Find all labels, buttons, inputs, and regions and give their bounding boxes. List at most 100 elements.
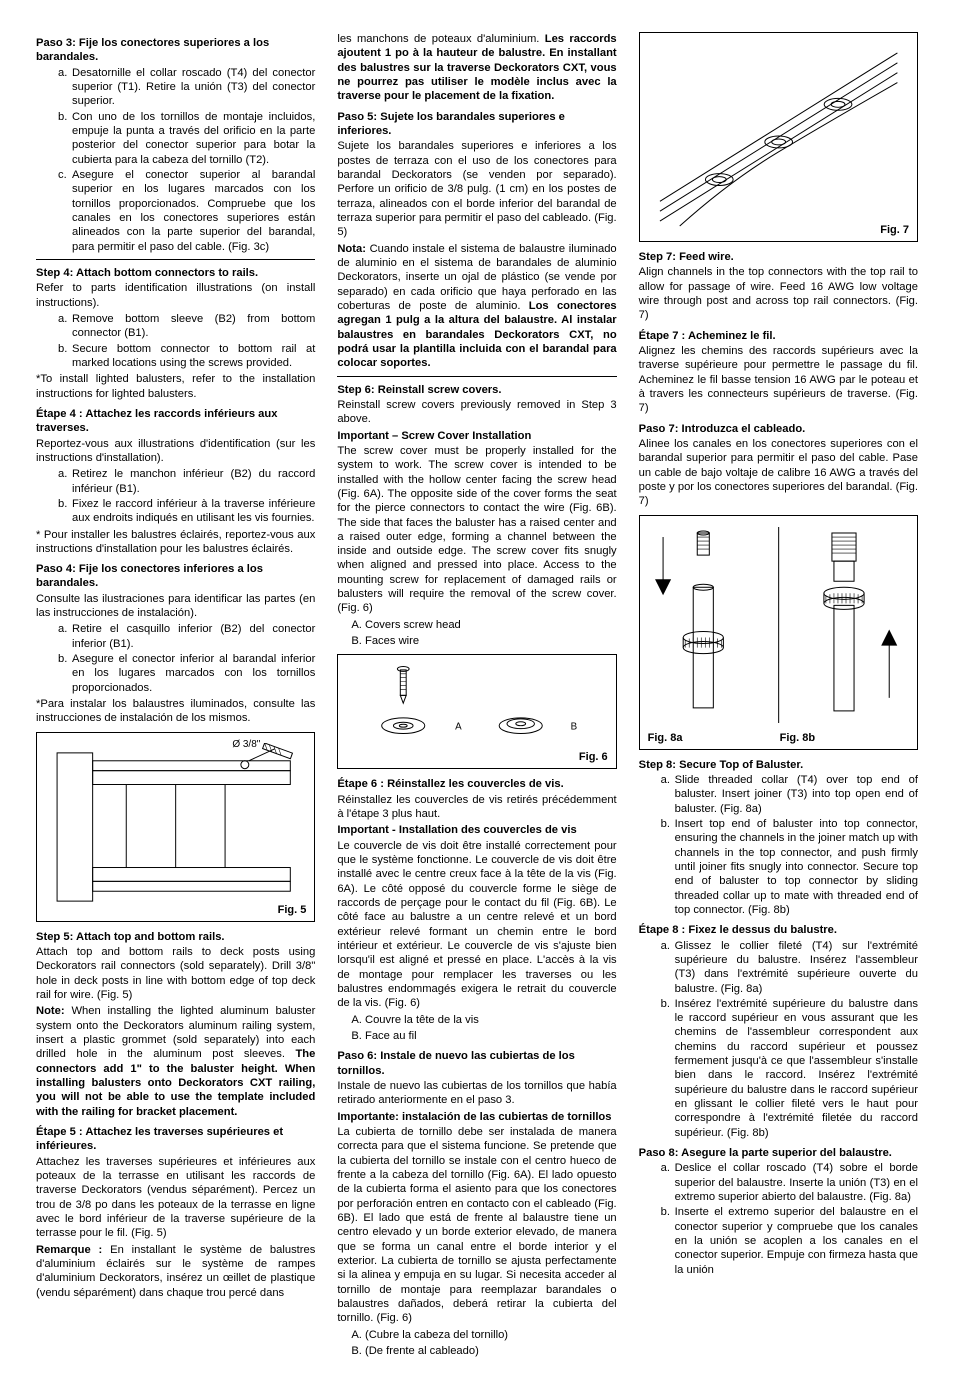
figure-7: Fig. 7 [639,32,918,242]
fig6-svg: A B [348,665,605,758]
paso7-block: Paso 7: Introduzca el cableado. Alinee l… [639,422,918,509]
step6-b: B. Faces wire [337,634,616,648]
paso6-imp-title: Importante: instalación de las cubiertas… [337,1110,616,1124]
step5-note-label: Note: [36,1005,65,1017]
step5-block: Step 5: Attach top and bottom rails. Att… [36,930,315,1119]
paso6-b: B. (De frente al cableado) [337,1344,616,1358]
etape8-a: Glissez le collier fileté (T4) sur l'ext… [675,939,918,996]
etape6-p1: Réinstallez les couvercles de vis retiré… [337,793,616,822]
fig6-caption: Fig. 6 [579,750,608,764]
fig8-svg [648,524,909,741]
etape5-title: Étape 5 : Attachez les traverses supérie… [36,1125,315,1154]
fig8b-caption: Fig. 8b [780,731,815,745]
paso4-foot: *Para instalar los balaustres iluminados… [36,697,315,726]
fig6-A: A [455,722,462,733]
step4-a: Remove bottom sleeve (B2) from bottom co… [72,312,315,341]
paso8-a: Deslice el collar roscado (T4) sobre el … [675,1161,918,1204]
step7-title: Step 7: Feed wire. [639,250,918,264]
paso4-intro: Consulte las ilustraciones para identifi… [36,592,315,621]
etape6-b: B. Face au fil [337,1029,616,1043]
fig6-B: B [571,722,578,733]
step5-note-text: When installing the lighted aluminum bal… [36,1005,315,1060]
separator [337,376,616,377]
paso4-block: Paso 4: Fije los conectores inferiores a… [36,562,315,726]
etape5-rem-label: Remarque : [36,1244,102,1256]
step8-block: Step 8: Secure Top of Baluster. a.Slide … [639,758,918,918]
paso3-title: Paso 3: Fije los conectores superiores a… [36,36,315,65]
etape4-foot: * Pour installer les balustres éclairés,… [36,528,315,557]
page: Paso 3: Fije los conectores superiores a… [0,0,954,1382]
paso5-block: Paso 5: Sujete los barandales superiores… [337,110,616,377]
step8-title: Step 8: Secure Top of Baluster. [639,758,918,772]
figure-5: Ø 3/8" Fig. 5 [36,732,315,922]
step7-block: Step 7: Feed wire. Align channels in the… [639,250,918,323]
step7-p: Align channels in the top connectors wit… [639,265,918,322]
fig5-caption: Fig. 5 [278,903,307,917]
etape6-imp-title: Important - Installation des couvercles … [337,823,616,837]
paso6-title: Paso 6: Instale de nuevo las cubiertas d… [337,1049,616,1078]
paso3-b: Con uno de los tornillos de montaje incl… [72,110,315,167]
etape5-p1: Attachez les traverses supérieures et in… [36,1155,315,1241]
paso6-p1: Instale de nuevo las cubiertas de los to… [337,1079,616,1108]
paso5-nota: Nota: Cuando instale el sistema de balau… [337,242,616,371]
separator [36,259,315,260]
fig5-dia: Ø 3/8" [232,739,260,752]
paso6-block: Paso 6: Instale de nuevo las cubiertas d… [337,1049,616,1358]
step6-p1: Reinstall screw covers previously remove… [337,398,616,427]
paso4-b: Asegure el conector inferior al barandal… [72,652,315,695]
etape4-b: Fixez le raccord inférieur à la traverse… [72,497,315,526]
step8-a: Slide threaded collar (T4) over top end … [675,773,918,816]
step6-block: Step 6: Reinstall screw covers. Reinstal… [337,383,616,649]
etape4-block: Étape 4 : Attachez les raccords inférieu… [36,407,315,556]
step5-note: Note: When installing the lighted alumin… [36,1004,315,1119]
paso8-block: Paso 8: Asegure la parte superior del ba… [639,1146,918,1277]
step4-b: Secure bottom connector to bottom rail a… [72,342,315,371]
etape7-p: Alignez les chemins des raccords supérie… [639,344,918,416]
etape6-block: Étape 6 : Réinstallez les couvercles de … [337,777,616,1043]
figure-6: A B Fig. 6 [337,654,616,769]
figure-8: Fig. 8a Fig. 8b [639,515,918,750]
paso6-p2: La cubierta de tornillo debe ser instala… [337,1125,616,1326]
etape4-intro: Reportez-vous aux illustrations d'identi… [36,437,315,466]
step6-a: A. Covers screw head [337,618,616,632]
etape5-block: Étape 5 : Attachez les traverses supérie… [36,1125,315,1300]
paso4-title: Paso 4: Fije los conectores inferiores a… [36,562,315,591]
paso6-a: A. (Cubre la cabeza del tornillo) [337,1328,616,1342]
paso3-c: Asegure el conector superior al barandal… [72,168,315,254]
paso7-title: Paso 7: Introduzca el cableado. [639,422,918,436]
paso8-b: Inserte el extremo superior del balaustr… [675,1205,918,1277]
step5-title: Step 5: Attach top and bottom rails. [36,930,315,944]
etape4-a: Retirez le manchon inférieur (B2) du rac… [72,467,315,496]
paso3-block: Paso 3: Fije los conectores superiores a… [36,36,315,260]
step4-title: Step 4: Attach bottom connectors to rail… [36,266,315,280]
col2-top: les manchons de poteaux d'aluminium. Les… [337,32,616,104]
fig8a-caption: Fig. 8a [648,731,683,745]
paso5-title: Paso 5: Sujete los barandales superiores… [337,110,616,139]
paso3-list: a.Desatornille el collar roscado (T4) de… [36,66,315,254]
etape7-block: Étape 7 : Acheminez le fil. Alignez les … [639,329,918,416]
paso7-p: Alinee los canales en los conectores sup… [639,437,918,509]
step5-p1: Attach top and bottom rails to deck post… [36,945,315,1002]
etape8-b: Insérez l'extrémité supérieure du balust… [675,997,918,1140]
paso8-title: Paso 8: Asegure la parte superior del ba… [639,1146,918,1160]
fig7-svg [650,43,907,231]
etape5-rem: Remarque : En installant le système de b… [36,1243,315,1300]
etape4-title: Étape 4 : Attachez les raccords inférieu… [36,407,315,436]
etape6-a: A. Couvre la tête de la vis [337,1013,616,1027]
step6-p2: The screw cover must be properly install… [337,444,616,616]
step6-title: Step 6: Reinstall screw covers. [337,383,616,397]
col2-top-p: les manchons de poteaux d'aluminium. Les… [337,32,616,104]
step8-b: Insert top end of baluster into top conn… [675,817,918,917]
fig7-caption: Fig. 7 [880,223,909,237]
paso5-p1: Sujete los barandales superiores e infer… [337,139,616,239]
etape8-block: Étape 8 : Fixez le dessus du balustre. a… [639,923,918,1140]
paso4-a: Retire el casquillo inferior (B2) del co… [72,622,315,651]
paso3-a: Desatornille el collar roscado (T4) del … [72,66,315,109]
etape6-p2: Le couvercle de vis doit être installé c… [337,839,616,1011]
etape6-title: Étape 6 : Réinstallez les couvercles de … [337,777,616,791]
col2-top-lead: les manchons de poteaux d'aluminium. [337,33,544,45]
etape7-title: Étape 7 : Acheminez le fil. [639,329,918,343]
fig5-svg [47,743,304,911]
step6-imp-title: Important – Screw Cover Installation [337,429,616,443]
etape8-title: Étape 8 : Fixez le dessus du balustre. [639,923,918,937]
